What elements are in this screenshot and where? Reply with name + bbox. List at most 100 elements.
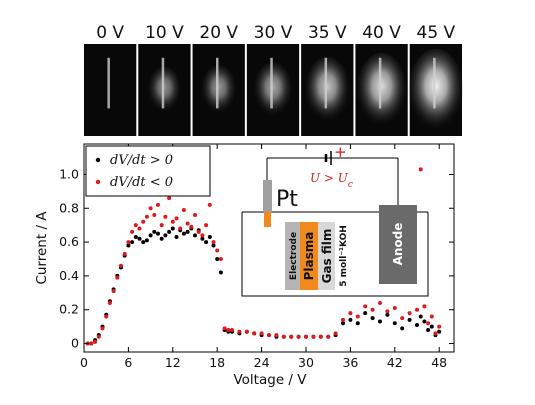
anode-block bbox=[379, 205, 417, 284]
point-decreasing bbox=[111, 289, 116, 294]
point-increasing bbox=[148, 233, 153, 238]
point-decreasing bbox=[170, 219, 175, 224]
inset-condition: U > Uc bbox=[310, 171, 353, 190]
photo-glow bbox=[408, 48, 463, 132]
point-increasing bbox=[400, 326, 405, 331]
point-decreasing bbox=[392, 306, 397, 311]
electrolyte-vessel bbox=[241, 212, 429, 297]
photo-electrode bbox=[107, 57, 110, 109]
point-decreasing bbox=[148, 206, 153, 211]
point-decreasing bbox=[267, 333, 271, 338]
point-decreasing bbox=[348, 311, 353, 316]
point-decreasing bbox=[237, 329, 242, 334]
point-decreasing bbox=[119, 263, 123, 268]
point-decreasing bbox=[100, 326, 105, 331]
point-increasing bbox=[418, 314, 423, 319]
layer-plasma bbox=[300, 222, 318, 290]
point-decreasing bbox=[274, 333, 279, 338]
photo-label: 45 V bbox=[417, 23, 456, 43]
point-increasing bbox=[392, 321, 397, 326]
x-tick-label: 30 bbox=[298, 355, 314, 370]
point-increasing bbox=[144, 238, 149, 243]
point-decreasing bbox=[163, 214, 168, 219]
point-increasing bbox=[193, 233, 197, 238]
legend: dV/dt > 0 dV/dt < 0 bbox=[85, 145, 211, 197]
photo-glow bbox=[254, 62, 292, 118]
y-tick-label: 0 bbox=[71, 336, 79, 351]
x-tick-label: 24 bbox=[254, 355, 270, 370]
point-decreasing bbox=[207, 202, 212, 207]
point-increasing bbox=[170, 226, 175, 231]
y-axis-label: Current / A bbox=[34, 211, 50, 285]
point-decreasing bbox=[222, 326, 227, 331]
point-decreasing bbox=[252, 331, 257, 336]
point-increasing bbox=[422, 319, 427, 324]
point-decreasing bbox=[130, 229, 135, 234]
layer-gasfilm bbox=[318, 222, 335, 290]
point-increasing bbox=[215, 256, 220, 261]
point-decreasing bbox=[378, 300, 382, 305]
point-increasing bbox=[204, 240, 209, 245]
point-decreasing bbox=[93, 339, 98, 344]
point-decreasing bbox=[341, 317, 345, 322]
layer-gasfilm-label: Gas film bbox=[320, 229, 334, 284]
point-increasing bbox=[218, 270, 223, 275]
point-decreasing bbox=[218, 256, 223, 261]
point-increasing bbox=[137, 236, 142, 241]
point-decreasing bbox=[426, 321, 431, 326]
photo-glow bbox=[305, 56, 350, 124]
point-increasing bbox=[363, 311, 368, 316]
x-tick-label: 6 bbox=[124, 355, 132, 370]
point-decreasing bbox=[333, 331, 338, 336]
point-decreasing bbox=[178, 226, 183, 231]
point-increasing bbox=[341, 321, 345, 326]
point-decreasing bbox=[137, 226, 142, 231]
point-decreasing bbox=[193, 213, 197, 218]
x-tick-label: 18 bbox=[209, 355, 225, 370]
point-decreasing bbox=[304, 334, 308, 339]
point-decreasing bbox=[422, 304, 427, 309]
point-decreasing bbox=[259, 331, 264, 336]
point-decreasing bbox=[437, 324, 442, 329]
point-decreasing bbox=[355, 314, 360, 319]
point-increasing bbox=[163, 233, 168, 238]
photo-strip: 0 V 10 V 20 V 30 V 35 V 40 V 45 V bbox=[84, 23, 463, 136]
photo-label: 35 V bbox=[308, 23, 347, 43]
point-decreasing bbox=[115, 275, 120, 280]
point-increasing bbox=[152, 229, 157, 234]
point-increasing bbox=[437, 329, 442, 334]
layer-plasma-label: Plasma bbox=[302, 232, 316, 281]
point-decreasing bbox=[144, 214, 149, 219]
point-increasing bbox=[185, 229, 190, 234]
photo-glow bbox=[147, 66, 181, 114]
anode-label: Anode bbox=[391, 223, 405, 266]
point-increasing bbox=[167, 229, 172, 234]
point-increasing bbox=[156, 231, 160, 236]
point-increasing bbox=[141, 240, 146, 245]
point-decreasing bbox=[418, 167, 423, 172]
legend-marker-decreasing bbox=[95, 179, 101, 185]
point-increasing bbox=[385, 312, 390, 317]
point-decreasing bbox=[126, 240, 131, 245]
point-decreasing bbox=[433, 331, 438, 336]
y-tick-label: 0.6 bbox=[59, 234, 79, 249]
inset-schematic: + U > Uc Pt Electrode Plasma Gas film 5 … bbox=[241, 143, 429, 297]
photo-electrode bbox=[216, 57, 219, 109]
point-decreasing bbox=[226, 328, 231, 333]
x-tick-label: 0 bbox=[80, 355, 88, 370]
point-increasing bbox=[426, 328, 431, 333]
photo-label: 40 V bbox=[362, 23, 401, 43]
layer-electrode-label: Electrode bbox=[289, 232, 299, 280]
point-decreasing bbox=[159, 223, 164, 228]
photo-label: 0 V bbox=[96, 23, 124, 43]
point-increasing bbox=[407, 317, 412, 322]
legend-box bbox=[85, 145, 211, 197]
photo-label: 10 V bbox=[145, 23, 184, 43]
point-decreasing bbox=[122, 251, 127, 256]
photo-electrode bbox=[161, 57, 165, 109]
battery-plus: + bbox=[334, 143, 347, 161]
point-decreasing bbox=[189, 224, 194, 229]
pt-electrode-rod bbox=[263, 180, 272, 212]
point-increasing bbox=[378, 319, 382, 324]
